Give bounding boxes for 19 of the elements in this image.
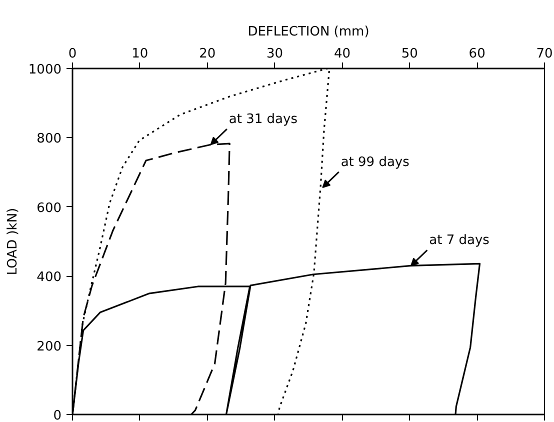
annotation: at 31 days	[228, 112, 298, 128]
y-tick-label: 0	[53, 408, 62, 422]
y-tick-label: 600	[36, 200, 62, 216]
y-tick-label: 800	[36, 132, 62, 147]
y-tick-label: 400	[36, 270, 62, 286]
x-tick-label: 0	[68, 46, 77, 62]
y-tick-label: 200	[36, 339, 62, 354]
x-tick-label: 10	[132, 46, 148, 62]
y-axis-title: LOAD )kN)	[5, 208, 20, 276]
x-tick-label: 70	[536, 46, 553, 62]
x-tick-label: 40	[334, 46, 350, 62]
annotation: at 99 days	[340, 154, 410, 170]
x-tick-label: 50	[401, 46, 418, 62]
x-axis-title: DEFLECTION (mm)	[248, 24, 370, 40]
x-tick-label: 20	[199, 46, 216, 62]
x-tick-label: 30	[266, 46, 284, 62]
x-tick-label: 60	[468, 46, 486, 62]
y-tick-label: 1000	[28, 62, 62, 78]
annotation: at 7 days	[429, 233, 490, 248]
